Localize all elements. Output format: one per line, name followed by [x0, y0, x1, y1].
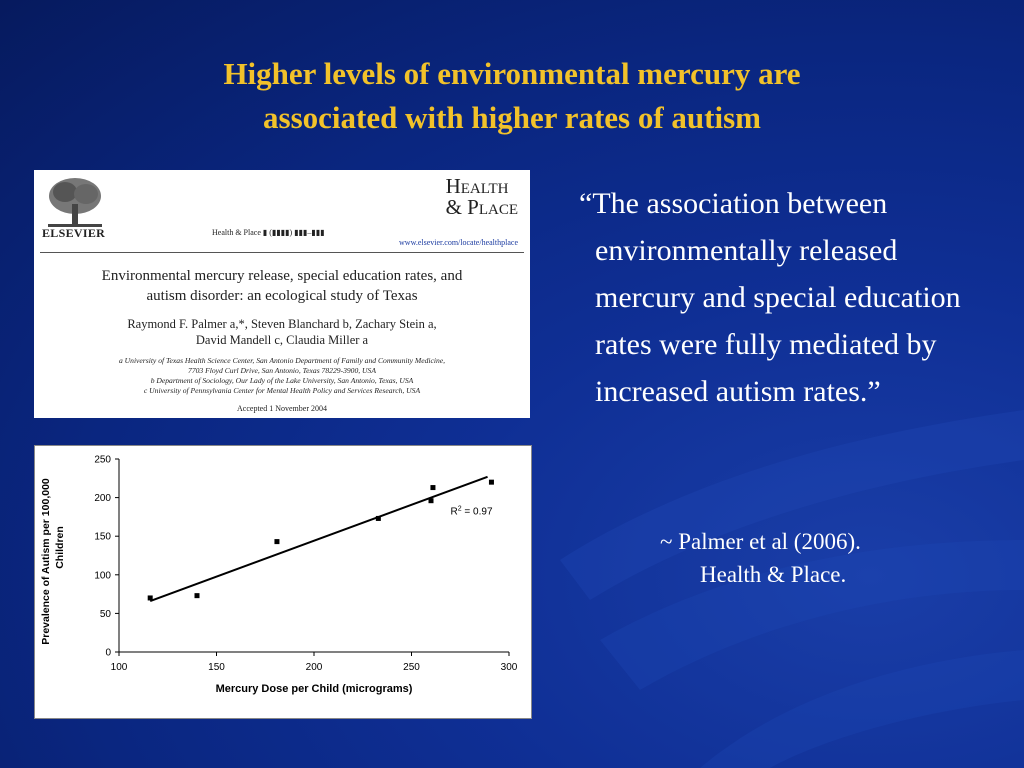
- r-squared-annotation: R2 = 0.97: [451, 506, 493, 518]
- data-point: [430, 485, 436, 491]
- y-tick-label: 250: [94, 455, 111, 466]
- y-tick-label: 50: [100, 609, 112, 620]
- slide-title: Higher levels of environmental mercury a…: [60, 52, 964, 140]
- chart-points: [147, 479, 494, 601]
- data-point: [428, 498, 434, 504]
- scatter-chart: 100 150 200 250 300 0 50 100 150 200 250 R2 = 0.97…: [34, 445, 532, 719]
- quote-block: “The association between environmentally…: [563, 180, 1003, 415]
- slide-title-line1: Higher levels of environmental mercury a…: [223, 56, 801, 91]
- quote-text: “The association between environmentally…: [579, 187, 961, 408]
- paper-title-line2: autism disorder: an ecological study of …: [146, 288, 418, 304]
- data-point: [274, 539, 280, 545]
- affiliation-a2: 7703 Floyd Curl Drive, San Antonio, Texa…: [188, 366, 376, 375]
- data-point: [194, 593, 200, 599]
- quote-attribution: ~ Palmer et al (2006). Health & Place.: [660, 525, 960, 591]
- x-tick-label: 100: [111, 662, 128, 673]
- data-point: [375, 515, 381, 521]
- data-point: [147, 595, 153, 601]
- chart-trendline-group: [149, 475, 488, 602]
- tree-logo-icon: [48, 178, 102, 227]
- x-tick-label: 300: [501, 662, 518, 673]
- y-tick-label: 150: [94, 532, 111, 543]
- header-rule: [40, 252, 524, 253]
- affiliation-c: c University of Pennsylvania Center for …: [143, 386, 421, 395]
- y-axis-label-line2: Children: [54, 526, 66, 569]
- journal-citation: Health & Place ▮ (▮▮▮▮) ▮▮▮–▮▮▮: [212, 228, 325, 237]
- x-tick-label: 150: [208, 662, 225, 673]
- journal-url: www.elsevier.com/locate/healthplace: [399, 238, 518, 247]
- x-axis-label: Mercury Dose per Child (micrograms): [216, 683, 413, 695]
- affiliation-b: b Department of Sociology, Our Lady of t…: [150, 376, 414, 385]
- journal-brand: Health & Place: [446, 176, 518, 218]
- slide-title-line2: associated with higher rates of autism: [263, 100, 761, 135]
- attribution-line1: ~ Palmer et al (2006).: [660, 529, 861, 554]
- y-tick-label: 200: [94, 493, 111, 504]
- journal-brand-line1: Health: [445, 174, 509, 198]
- publisher-name: ELSEVIER: [42, 226, 106, 240]
- paper-title: Environmental mercury release, special e…: [44, 266, 520, 306]
- x-tick-label: 200: [306, 662, 323, 673]
- paper-affiliations: a University of Texas Health Science Cen…: [44, 356, 520, 396]
- x-tick-label: 250: [403, 662, 420, 673]
- chart-ticks: 100 150 200 250 300 0 50 100 150 200 250: [94, 455, 517, 674]
- paper-title-line1: Environmental mercury release, special e…: [101, 268, 463, 284]
- y-tick-label: 0: [105, 648, 111, 659]
- attribution-line2: Health & Place.: [700, 562, 847, 587]
- y-axis-label-line1: Prevalence of Autism per 100,000: [40, 478, 52, 645]
- paper-authors: Raymond F. Palmer a,*, Steven Blanchard …: [44, 316, 520, 348]
- authors-line1: Raymond F. Palmer a,*, Steven Blanchard …: [127, 317, 437, 331]
- chart-svg: 100 150 200 250 300 0 50 100 150 200 250 R2 = 0.97…: [40, 455, 518, 696]
- trend-line: [149, 475, 488, 602]
- chart-axes: [118, 459, 509, 653]
- data-point: [488, 479, 494, 485]
- y-tick-label: 100: [94, 570, 111, 581]
- journal-brand-line2: & Place: [445, 195, 518, 219]
- authors-line2: David Mandell c, Claudia Miller a: [195, 333, 369, 347]
- accepted-date: Accepted 1 November 2004: [237, 404, 327, 413]
- paper-header-image: ELSEVIER Health & Place ▮ (▮▮▮▮) ▮▮▮–▮▮▮…: [34, 170, 530, 418]
- affiliation-a: a University of Texas Health Science Cen…: [118, 356, 446, 365]
